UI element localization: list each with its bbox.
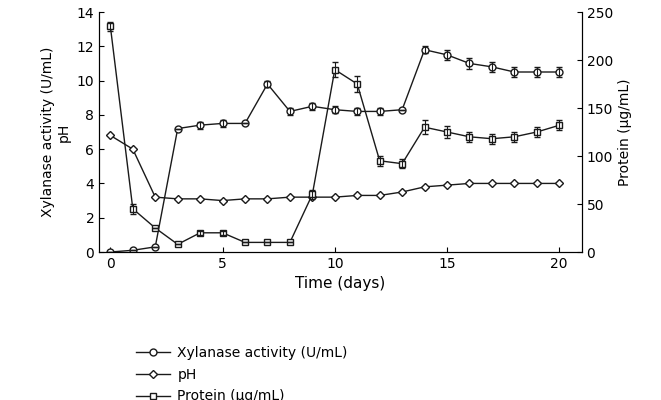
- Xylanase activity (U/mL): [375, 109, 383, 114]
- Protein (μg/mL): [555, 123, 563, 128]
- Protein (μg/mL): [309, 192, 317, 197]
- Xylanase activity (U/mL): [241, 121, 249, 126]
- Xylanase activity (U/mL): [129, 248, 137, 253]
- Xylanase activity (U/mL): [174, 126, 182, 131]
- Xylanase activity (U/mL): [151, 244, 159, 249]
- Xylanase activity (U/mL): [443, 52, 451, 57]
- pH: [129, 147, 137, 152]
- Line: pH: pH: [108, 133, 562, 203]
- pH: [219, 198, 227, 203]
- Xylanase activity (U/mL): [465, 61, 473, 66]
- Line: Protein (μg/mL): Protein (μg/mL): [108, 24, 562, 247]
- X-axis label: Time (days): Time (days): [295, 276, 385, 292]
- Protein (μg/mL): [375, 158, 383, 163]
- pH: [375, 193, 383, 198]
- pH: [510, 181, 518, 186]
- pH: [465, 181, 473, 186]
- pH: [174, 196, 182, 201]
- Xylanase activity (U/mL): [510, 70, 518, 74]
- pH: [264, 196, 272, 201]
- Protein (μg/mL): [420, 125, 428, 130]
- Protein (μg/mL): [129, 206, 137, 211]
- Legend: Xylanase activity (U/mL), pH, Protein (μg/mL): Xylanase activity (U/mL), pH, Protein (μ…: [130, 340, 354, 400]
- pH: [151, 195, 159, 200]
- Protein (μg/mL): [151, 226, 159, 230]
- Xylanase activity (U/mL): [353, 109, 361, 114]
- pH: [488, 181, 496, 186]
- pH: [555, 181, 563, 186]
- Xylanase activity (U/mL): [219, 121, 227, 126]
- Protein (μg/mL): [488, 136, 496, 141]
- Xylanase activity (U/mL): [398, 107, 406, 112]
- Xylanase activity (U/mL): [196, 123, 204, 128]
- Protein (μg/mL): [465, 134, 473, 139]
- Xylanase activity (U/mL): [106, 250, 114, 254]
- pH: [420, 184, 428, 189]
- pH: [398, 190, 406, 194]
- Xylanase activity (U/mL): [331, 107, 339, 112]
- pH: [241, 196, 249, 201]
- Protein (μg/mL): [443, 130, 451, 134]
- Xylanase activity (U/mL): [420, 47, 428, 52]
- pH: [309, 195, 317, 200]
- Protein (μg/mL): [174, 242, 182, 247]
- Xylanase activity (U/mL): [533, 70, 541, 74]
- Y-axis label: Xylanase activity (U/mL)
pH: Xylanase activity (U/mL) pH: [41, 47, 71, 217]
- Protein (μg/mL): [510, 134, 518, 139]
- Protein (μg/mL): [353, 82, 361, 86]
- Protein (μg/mL): [533, 130, 541, 134]
- Protein (μg/mL): [331, 67, 339, 72]
- Xylanase activity (U/mL): [264, 82, 272, 86]
- Protein (μg/mL): [286, 240, 294, 245]
- Line: Xylanase activity (U/mL): Xylanase activity (U/mL): [107, 46, 563, 256]
- pH: [196, 196, 204, 201]
- Xylanase activity (U/mL): [286, 109, 294, 114]
- Xylanase activity (U/mL): [488, 64, 496, 69]
- pH: [533, 181, 541, 186]
- Protein (μg/mL): [398, 161, 406, 166]
- Protein (μg/mL): [241, 240, 249, 245]
- Protein (μg/mL): [106, 24, 114, 29]
- pH: [443, 183, 451, 188]
- Protein (μg/mL): [264, 240, 272, 245]
- pH: [353, 193, 361, 198]
- pH: [331, 195, 339, 200]
- pH: [286, 195, 294, 200]
- Xylanase activity (U/mL): [309, 104, 317, 109]
- Protein (μg/mL): [219, 230, 227, 235]
- Xylanase activity (U/mL): [555, 70, 563, 74]
- Y-axis label: Protein (μg/mL): Protein (μg/mL): [619, 78, 633, 186]
- Protein (μg/mL): [196, 230, 204, 235]
- pH: [106, 133, 114, 138]
